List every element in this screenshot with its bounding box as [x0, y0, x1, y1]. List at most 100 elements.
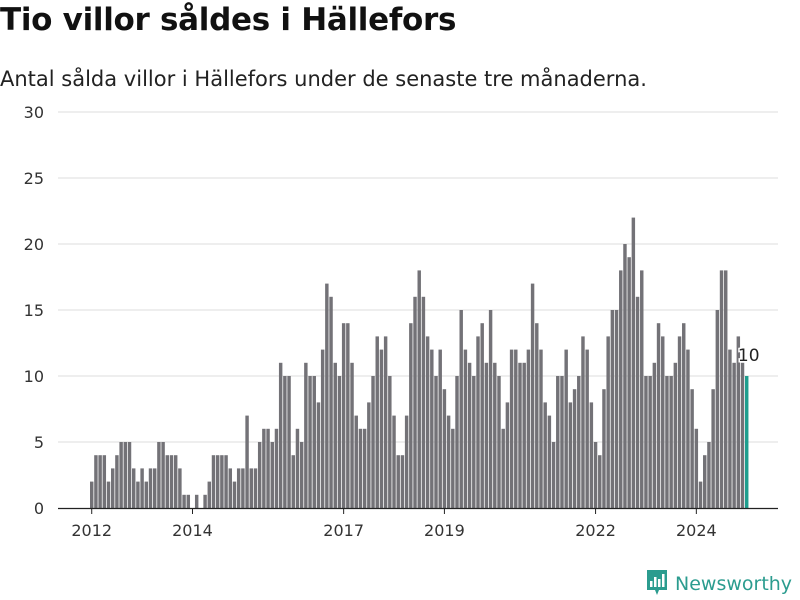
- bar: [442, 389, 447, 508]
- y-tick-label: 30: [24, 103, 44, 122]
- bar: [161, 442, 165, 508]
- bar: [404, 415, 409, 508]
- bar: [131, 468, 136, 508]
- bar: [186, 494, 191, 508]
- bar: [656, 323, 661, 508]
- bar: [501, 428, 505, 508]
- bar: [152, 468, 157, 508]
- bar: [669, 376, 673, 508]
- bar: [312, 376, 316, 508]
- bar: [568, 402, 573, 508]
- bar: [467, 362, 472, 508]
- bar: [715, 310, 720, 508]
- bar: [249, 468, 253, 508]
- bar: [606, 336, 610, 508]
- bar: [211, 455, 216, 508]
- bar: [278, 362, 283, 508]
- bar: [610, 310, 615, 508]
- bar: [262, 428, 266, 508]
- bar: [178, 468, 182, 508]
- y-tick-label: 15: [24, 301, 44, 320]
- bar: [698, 481, 703, 508]
- bar: [556, 376, 560, 508]
- bar: [165, 455, 170, 508]
- bar: [535, 323, 539, 508]
- bar: [115, 455, 119, 508]
- bar: [325, 283, 329, 508]
- bar: [589, 402, 594, 508]
- bar: [274, 428, 279, 508]
- newsworthy-brand[interactable]: Newsworthy: [645, 569, 792, 599]
- bar: [140, 468, 144, 508]
- bar: [270, 442, 274, 508]
- bar: [182, 494, 186, 508]
- bar: [497, 376, 501, 508]
- bar: [379, 349, 384, 508]
- bar: [283, 376, 287, 508]
- bar: [383, 336, 388, 508]
- bar: [136, 481, 140, 508]
- y-tick-label: 20: [24, 235, 44, 254]
- bar: [346, 323, 350, 508]
- bar: [476, 336, 480, 508]
- bar: [505, 402, 510, 508]
- bar: [102, 455, 107, 508]
- bar: [106, 481, 111, 508]
- bar: [665, 376, 669, 508]
- bar: [299, 442, 304, 508]
- bar: [358, 428, 363, 508]
- bar: [308, 376, 312, 508]
- bar: [173, 455, 178, 508]
- bar: [245, 415, 249, 508]
- bar: [543, 402, 547, 508]
- bar: [677, 336, 682, 508]
- x-tick-label: 2022: [575, 521, 616, 540]
- bar: [127, 442, 132, 508]
- bar: [530, 283, 535, 508]
- bar: [413, 296, 417, 508]
- bar: [598, 455, 602, 508]
- bar: [375, 336, 379, 508]
- bar: [728, 349, 732, 508]
- bar: [585, 349, 589, 508]
- bar: [341, 323, 346, 508]
- bar: [711, 389, 715, 508]
- newsworthy-logo-icon: [645, 568, 669, 600]
- x-tick-label: 2017: [323, 521, 364, 540]
- bar: [392, 415, 396, 508]
- bar: [682, 323, 686, 508]
- bar: [577, 376, 581, 508]
- y-tick-label: 0: [34, 499, 44, 518]
- bar: [736, 336, 741, 508]
- bar: [514, 349, 518, 508]
- bar: [119, 442, 123, 508]
- bar: [740, 362, 745, 508]
- bar: [304, 362, 308, 508]
- bar: [602, 389, 606, 508]
- bar: [417, 270, 421, 508]
- bar: [635, 296, 640, 508]
- bar: [316, 402, 321, 508]
- bar: [551, 442, 556, 508]
- bar: [320, 349, 325, 508]
- bar: [253, 468, 258, 508]
- bar: [581, 336, 585, 508]
- bar: [421, 296, 426, 508]
- bar: [644, 376, 648, 508]
- bar: [673, 362, 678, 508]
- bar: [224, 455, 228, 508]
- bar: [207, 481, 212, 508]
- bar: [169, 455, 174, 508]
- bar: [627, 257, 631, 508]
- chart-title: Tio villor såldes i Hällefors: [0, 2, 457, 38]
- bar: [220, 455, 224, 508]
- bar: [707, 442, 711, 508]
- bar: [547, 415, 552, 508]
- bar: [472, 376, 476, 508]
- bar: [362, 428, 367, 508]
- bar: [522, 362, 526, 508]
- bar: [451, 428, 455, 508]
- bar: [619, 270, 623, 508]
- y-tick-label: 25: [24, 169, 44, 188]
- bar: [337, 376, 342, 508]
